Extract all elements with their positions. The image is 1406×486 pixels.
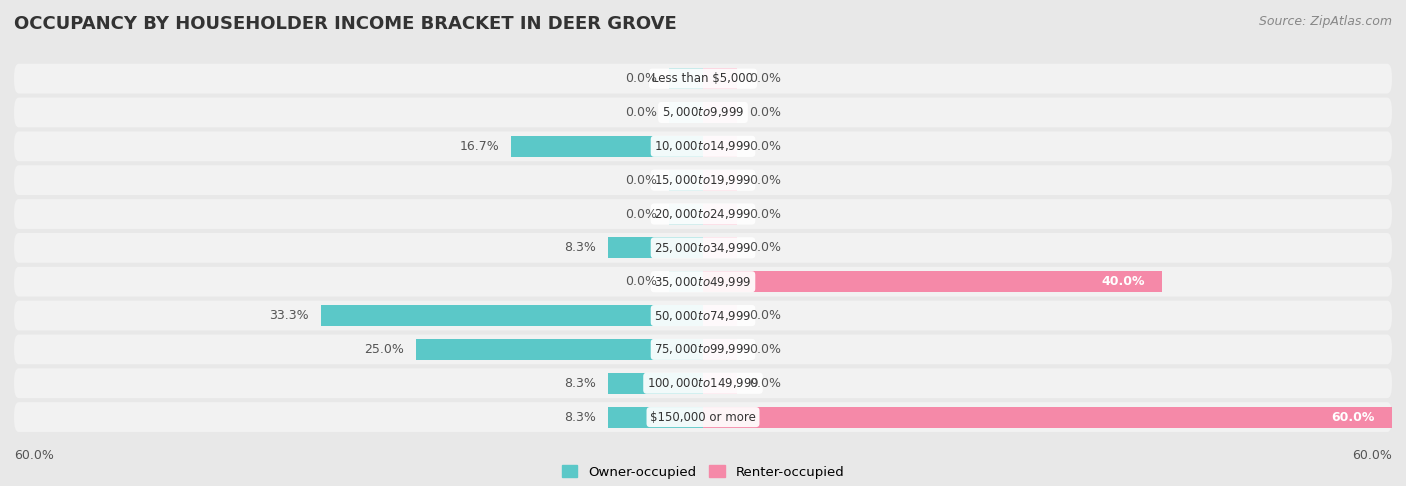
Bar: [512, 136, 703, 157]
Legend: Owner-occupied, Renter-occupied: Owner-occupied, Renter-occupied: [557, 460, 849, 484]
Bar: [607, 237, 703, 259]
Text: Source: ZipAtlas.com: Source: ZipAtlas.com: [1258, 15, 1392, 28]
Text: $10,000 to $14,999: $10,000 to $14,999: [654, 139, 752, 153]
Bar: [669, 68, 703, 89]
Text: $100,000 to $149,999: $100,000 to $149,999: [647, 376, 759, 390]
Text: 60.0%: 60.0%: [14, 449, 53, 462]
Text: 0.0%: 0.0%: [749, 343, 780, 356]
Text: $50,000 to $74,999: $50,000 to $74,999: [654, 309, 752, 323]
Text: $15,000 to $19,999: $15,000 to $19,999: [654, 173, 752, 187]
Text: $150,000 or more: $150,000 or more: [650, 411, 756, 424]
Bar: [703, 204, 738, 225]
Bar: [703, 68, 738, 89]
Bar: [703, 373, 738, 394]
Text: Less than $5,000: Less than $5,000: [652, 72, 754, 85]
Text: 33.3%: 33.3%: [270, 309, 309, 322]
Text: 0.0%: 0.0%: [626, 275, 657, 288]
Bar: [416, 339, 703, 360]
FancyBboxPatch shape: [14, 267, 1392, 296]
Bar: [669, 102, 703, 123]
FancyBboxPatch shape: [14, 334, 1392, 364]
Text: $75,000 to $99,999: $75,000 to $99,999: [654, 343, 752, 356]
Text: 60.0%: 60.0%: [1353, 449, 1392, 462]
Bar: [669, 204, 703, 225]
Text: 0.0%: 0.0%: [749, 72, 780, 85]
Text: 0.0%: 0.0%: [749, 140, 780, 153]
Bar: [703, 305, 738, 326]
Bar: [703, 237, 738, 259]
Text: 0.0%: 0.0%: [626, 72, 657, 85]
Bar: [703, 170, 738, 191]
FancyBboxPatch shape: [14, 301, 1392, 330]
Bar: [703, 407, 1392, 428]
FancyBboxPatch shape: [14, 131, 1392, 161]
FancyBboxPatch shape: [14, 402, 1392, 432]
Text: 0.0%: 0.0%: [749, 208, 780, 221]
Text: 8.3%: 8.3%: [564, 242, 596, 254]
Text: 60.0%: 60.0%: [1331, 411, 1375, 424]
Bar: [607, 373, 703, 394]
Text: 16.7%: 16.7%: [460, 140, 499, 153]
Bar: [703, 271, 1163, 292]
Text: 8.3%: 8.3%: [564, 411, 596, 424]
FancyBboxPatch shape: [14, 368, 1392, 398]
FancyBboxPatch shape: [14, 165, 1392, 195]
FancyBboxPatch shape: [14, 98, 1392, 127]
Text: 0.0%: 0.0%: [749, 174, 780, 187]
Text: 8.3%: 8.3%: [564, 377, 596, 390]
FancyBboxPatch shape: [14, 64, 1392, 93]
Bar: [669, 170, 703, 191]
Text: 40.0%: 40.0%: [1101, 275, 1144, 288]
Bar: [607, 407, 703, 428]
Bar: [703, 102, 738, 123]
Text: $20,000 to $24,999: $20,000 to $24,999: [654, 207, 752, 221]
Text: 0.0%: 0.0%: [749, 377, 780, 390]
Bar: [703, 339, 738, 360]
Text: 0.0%: 0.0%: [626, 174, 657, 187]
FancyBboxPatch shape: [14, 199, 1392, 229]
Text: 0.0%: 0.0%: [749, 309, 780, 322]
Text: 0.0%: 0.0%: [749, 242, 780, 254]
Bar: [669, 271, 703, 292]
Text: 0.0%: 0.0%: [626, 106, 657, 119]
Text: OCCUPANCY BY HOUSEHOLDER INCOME BRACKET IN DEER GROVE: OCCUPANCY BY HOUSEHOLDER INCOME BRACKET …: [14, 15, 676, 33]
Text: 0.0%: 0.0%: [626, 208, 657, 221]
Bar: [321, 305, 703, 326]
Bar: [703, 136, 738, 157]
Text: $25,000 to $34,999: $25,000 to $34,999: [654, 241, 752, 255]
Text: $5,000 to $9,999: $5,000 to $9,999: [662, 105, 744, 120]
Text: 25.0%: 25.0%: [364, 343, 405, 356]
Text: $35,000 to $49,999: $35,000 to $49,999: [654, 275, 752, 289]
FancyBboxPatch shape: [14, 233, 1392, 263]
Text: 0.0%: 0.0%: [749, 106, 780, 119]
